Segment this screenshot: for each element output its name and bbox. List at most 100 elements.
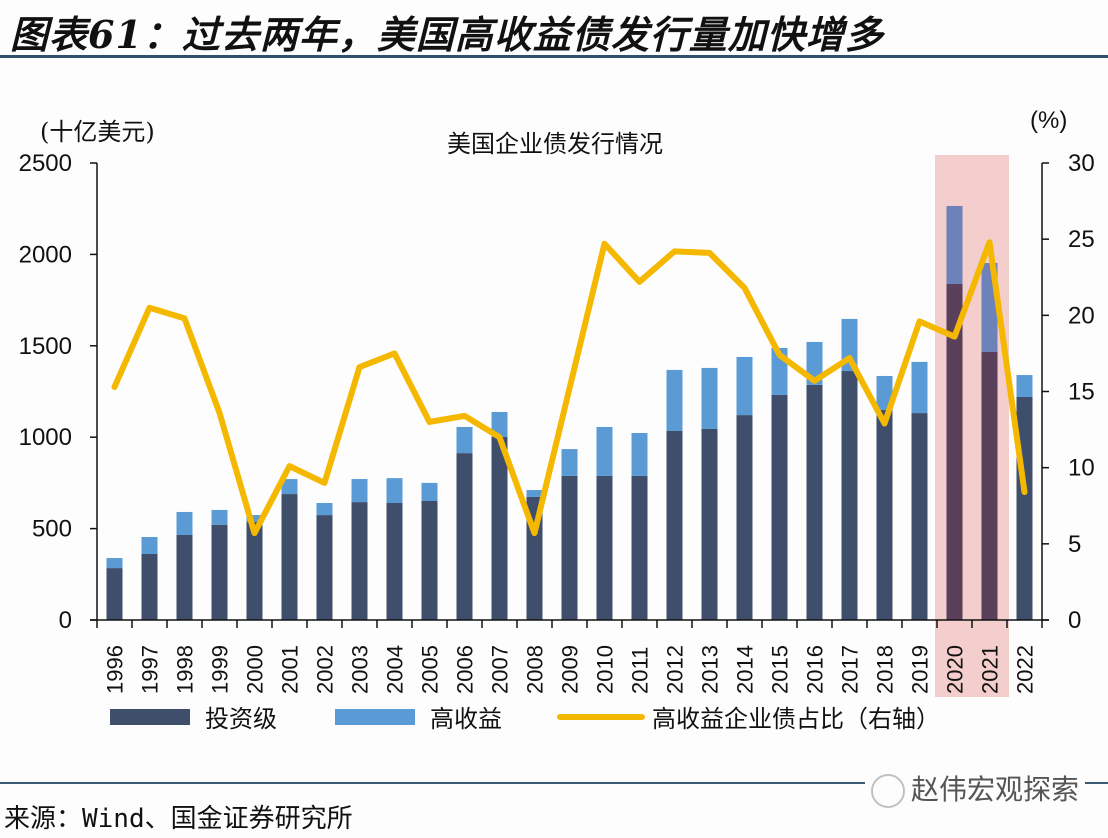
x-tick-label-2000: 2000 [243, 645, 268, 694]
figure-title: 图表61：过去两年，美国高收益债发行量加快增多 [10, 12, 884, 57]
x-tick-label-2011: 2011 [628, 647, 653, 694]
y2-tick-label: 30 [1068, 150, 1095, 177]
legend-swatch-high-yield [335, 709, 415, 725]
bar-high-yield-2004 [386, 478, 403, 504]
bar-investment-grade-2016 [806, 384, 823, 620]
x-tick-label-2012: 2012 [663, 645, 688, 694]
bar-investment-grade-2020 [946, 284, 963, 620]
bar-investment-grade-1997 [141, 554, 158, 620]
bar-high-yield-2018 [876, 375, 893, 410]
watermark: 赵伟宏观探索 [865, 768, 1086, 808]
x-tick-label-2002: 2002 [313, 645, 338, 694]
bar-high-yield-2012 [666, 369, 683, 431]
bar-high-yield-1997 [141, 537, 158, 555]
bar-investment-grade-2013 [701, 428, 718, 620]
x-tick-label-2021: 2021 [978, 645, 1003, 694]
x-tick-label-2005: 2005 [418, 645, 443, 694]
y2-tick-label: 0 [1068, 607, 1081, 634]
x-tick-label-2017: 2017 [838, 645, 863, 694]
legend-swatch-investment-grade [110, 709, 190, 725]
x-tick-label-2013: 2013 [698, 645, 723, 694]
x-tick-label-1999: 1999 [208, 645, 233, 694]
x-tick-label-2020: 2020 [943, 645, 968, 694]
legend-label-share-line: 高收益企业债占比（右轴） [652, 705, 940, 733]
x-tick-label-2010: 2010 [593, 645, 618, 694]
bar-investment-grade-2011 [631, 475, 648, 620]
bar-high-yield-1999 [211, 509, 228, 525]
bar-investment-grade-1996 [106, 568, 123, 620]
bar-investment-grade-2010 [596, 475, 613, 620]
y2-tick-label: 20 [1068, 302, 1095, 329]
bar-high-yield-2001 [281, 479, 298, 495]
x-tick-label-2019: 2019 [908, 645, 933, 694]
highlight-band [935, 155, 1009, 697]
y-tick-label: 2000 [19, 241, 72, 268]
bar-investment-grade-2000 [246, 522, 263, 620]
bar-investment-grade-2012 [666, 430, 683, 620]
bar-high-yield-1996 [106, 558, 123, 569]
bar-high-yield-2019 [911, 361, 928, 414]
y-tick-label: 0 [59, 607, 72, 634]
bar-investment-grade-2014 [736, 415, 753, 620]
bar-investment-grade-1999 [211, 524, 228, 620]
bar-high-yield-1998 [176, 511, 193, 535]
bar-high-yield-2005 [421, 482, 438, 501]
top-rule [0, 55, 1108, 58]
x-tick-label-2007: 2007 [488, 645, 513, 694]
bar-investment-grade-2019 [911, 413, 928, 620]
chart: 0 500 1000 1500 2000 2500 0 5 10 15 20 25 30 1996 1997… [19, 107, 1095, 733]
bar-investment-grade-2007 [491, 437, 508, 620]
x-tick-label-2016: 2016 [803, 645, 828, 694]
bar-investment-grade-2021 [981, 352, 998, 620]
bar-high-yield-2020 [946, 205, 963, 285]
legend-label-investment-grade: 投资级 [205, 705, 277, 733]
bar-investment-grade-2002 [316, 515, 333, 620]
bar-high-yield-2006 [456, 426, 473, 454]
bar-investment-grade-2003 [351, 502, 368, 620]
bar-investment-grade-2001 [281, 494, 298, 620]
y2-axis-label: (%) [1030, 107, 1067, 134]
x-tick-label-1996: 1996 [103, 645, 128, 694]
legend-label-high-yield: 高收益 [430, 705, 502, 733]
source-note: 来源：Wind、国金证券研究所 [4, 804, 353, 834]
bar-investment-grade-2017 [841, 371, 858, 620]
y2-tick-label: 5 [1068, 531, 1081, 558]
wechat-icon [871, 774, 905, 808]
bar-investment-grade-2006 [456, 453, 473, 620]
y-tick-label: 1500 [19, 333, 72, 360]
bar-investment-grade-2022 [1016, 396, 1033, 620]
bar-high-yield-2008 [526, 490, 543, 497]
bar-high-yield-2014 [736, 356, 753, 416]
x-tick-label-2009: 2009 [558, 645, 583, 694]
bar-investment-grade-2009 [561, 475, 578, 620]
bar-high-yield-2010 [596, 426, 613, 476]
y2-tick-label: 10 [1068, 455, 1095, 482]
y-tick-label: 1000 [19, 424, 72, 451]
chart-title: 美国企业债发行情况 [447, 130, 663, 158]
bar-investment-grade-2018 [876, 409, 893, 620]
bar-high-yield-2009 [561, 449, 578, 476]
bottom-rule [0, 782, 1108, 784]
watermark-text: 赵伟宏观探索 [911, 773, 1080, 806]
legend: 投资级 高收益 高收益企业债占比（右轴） [110, 705, 940, 733]
bar-high-yield-2003 [351, 479, 368, 503]
x-tick-label-2008: 2008 [523, 645, 548, 694]
x-tick-label-1997: 1997 [138, 645, 163, 694]
bar-high-yield-2011 [631, 432, 648, 476]
bar-investment-grade-2015 [771, 394, 788, 620]
bar-high-yield-2002 [316, 503, 333, 516]
x-tick-label-2003: 2003 [348, 645, 373, 694]
x-tick-label-1998: 1998 [173, 645, 198, 694]
bar-high-yield-2013 [701, 367, 718, 429]
x-tick-label-2018: 2018 [873, 645, 898, 694]
x-tick-label-2001: 2001 [278, 645, 303, 694]
y-tick-label: 500 [32, 516, 72, 543]
x-tick-label-2015: 2015 [768, 645, 793, 694]
bar-investment-grade-2004 [386, 503, 403, 620]
x-tick-label-2014: 2014 [733, 645, 758, 694]
x-tick-label-2022: 2022 [1013, 645, 1038, 694]
y2-tick-label: 25 [1068, 226, 1095, 253]
bar-high-yield-2022 [1016, 375, 1033, 397]
x-tick-label-2006: 2006 [453, 645, 478, 694]
y-tick-label: 2500 [19, 150, 72, 177]
